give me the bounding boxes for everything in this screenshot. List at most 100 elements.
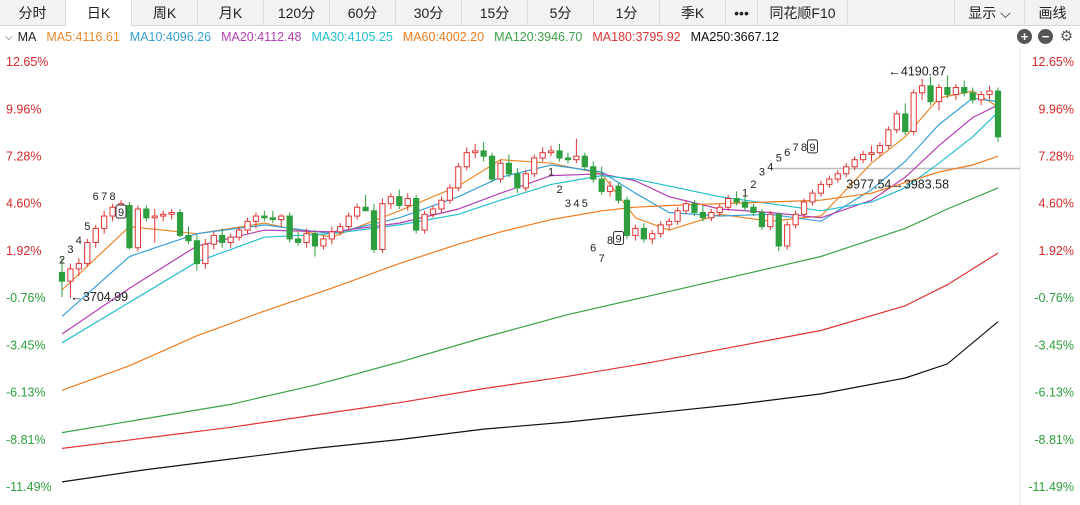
candle-body xyxy=(126,204,133,249)
draw-line-button[interactable]: 画线 xyxy=(1024,0,1080,26)
candle-body xyxy=(244,220,251,231)
candle-body xyxy=(168,212,175,215)
td-sequence-label: 8 xyxy=(110,191,116,203)
kline-chart[interactable]: 12.65% 12.65% 9.96% 9.96% 7.28% 7.28% 4.60% 4.6… xyxy=(0,48,1080,505)
td-sequence-label: 5 xyxy=(776,152,782,164)
candle-body xyxy=(547,150,555,154)
candle-body xyxy=(935,87,943,103)
ma-title[interactable]: MA xyxy=(17,30,37,44)
candle-body xyxy=(834,173,841,180)
candle-body xyxy=(514,173,521,189)
candle-body xyxy=(969,92,976,101)
candle-body xyxy=(303,233,310,243)
td-sequence-label: 6 xyxy=(93,191,99,203)
candle-body xyxy=(455,166,462,189)
period-toolbar: 分时 日K 周K 月K 120分 60分 30分 15分 5分 1分 季K ••• 同花顺F10 显示 … xyxy=(0,0,1080,26)
candle-body xyxy=(581,155,588,168)
candle-body xyxy=(851,159,858,168)
candle-body xyxy=(590,166,597,180)
y-tick-label-right: 12.65% xyxy=(1032,55,1074,69)
period-tabs: 分时 日K 周K 月K 120分 60分 30分 15分 5分 1分 季K ••• 同花顺F10 xyxy=(0,0,848,26)
candle-body xyxy=(775,213,782,247)
tab-1[interactable]: 日K xyxy=(66,0,132,26)
chevron-down-icon[interactable]: ⌵ xyxy=(5,31,13,43)
candle-body xyxy=(944,87,951,96)
display-dropdown[interactable]: 显示 ⌵ xyxy=(954,0,1024,26)
candle-body xyxy=(623,199,631,236)
tab-11[interactable]: ••• xyxy=(726,0,758,26)
candle-body xyxy=(784,224,791,247)
ma-legend-item: MA60:4002.20 xyxy=(402,30,485,44)
y-tick-label-left: 7.28% xyxy=(6,150,41,164)
td-box xyxy=(806,139,818,154)
candle-body xyxy=(750,206,757,214)
candle-body xyxy=(278,215,285,221)
ma-bar-icons: + − ⚙ xyxy=(1017,29,1074,44)
candle-body xyxy=(58,271,66,282)
td-sequence-label: 1 xyxy=(742,188,748,200)
candle-body xyxy=(176,212,184,236)
tab-7[interactable]: 15分 xyxy=(462,0,528,26)
candle-body xyxy=(387,196,394,205)
candle-body xyxy=(927,85,934,103)
ma-legend-item: MA30:4105.25 xyxy=(311,30,393,44)
candle-body xyxy=(404,197,411,206)
candle-body xyxy=(252,215,260,222)
gear-icon[interactable]: ⚙ xyxy=(1059,28,1074,45)
candle-body xyxy=(994,90,1002,138)
tab-2[interactable]: 周K xyxy=(132,0,198,26)
tab-9[interactable]: 1分 xyxy=(594,0,660,26)
candle-body xyxy=(67,268,74,282)
td-sequence-label: 2 xyxy=(556,184,562,196)
candle-body xyxy=(235,229,243,238)
ma-line-ma10 xyxy=(61,97,999,317)
y-tick-label-left: -6.13% xyxy=(6,386,46,400)
tab-3[interactable]: 月K xyxy=(198,0,264,26)
y-tick-label-left: -0.76% xyxy=(6,291,46,305)
y-tick-label-right: 9.96% xyxy=(1039,102,1074,116)
candle-body xyxy=(488,155,496,180)
candle-body xyxy=(640,227,647,240)
td-sequence-label: 9 xyxy=(615,233,621,245)
tab-5[interactable]: 60分 xyxy=(330,0,396,26)
y-tick-label-right: -8.81% xyxy=(1034,433,1074,447)
candle-body xyxy=(792,213,799,226)
tab-12[interactable]: 同花顺F10 xyxy=(758,0,848,26)
chevron-down-icon: ⌵ xyxy=(996,5,1011,21)
td-sequence-label: 4 xyxy=(767,161,773,173)
ma-items: MA5:4116.61 MA10:4096.26 MA20:4112.48 MA30:… xyxy=(46,30,789,44)
tab-6[interactable]: 30分 xyxy=(396,0,462,26)
candle-body xyxy=(472,150,479,154)
candle-body xyxy=(564,157,572,161)
candle-body xyxy=(767,213,774,228)
candle-body xyxy=(910,92,917,133)
candle-body xyxy=(556,150,563,159)
td-sequence-label: 7 xyxy=(599,253,605,265)
y-tick-label-right: -6.13% xyxy=(1034,386,1074,400)
y-tick-label-left: 1.92% xyxy=(6,244,41,258)
tab-8[interactable]: 5分 xyxy=(528,0,594,26)
price-annotation: ←4190.87 xyxy=(888,65,946,79)
ma-legend-bar: ⌵ MA MA5:4116.61 MA10:4096.26 MA20:4112.48… xyxy=(0,27,1080,47)
tab-10[interactable]: 季K xyxy=(660,0,726,26)
td-sequence-label: 3 xyxy=(67,244,73,256)
candle-body xyxy=(219,234,226,243)
candle-body xyxy=(92,227,99,243)
minus-circle-icon[interactable]: − xyxy=(1038,29,1053,44)
ma-line-ma20 xyxy=(61,104,999,335)
candle-body xyxy=(193,240,201,265)
plus-circle-icon[interactable]: + xyxy=(1017,29,1032,44)
y-tick-label-left: -11.49% xyxy=(6,480,52,494)
tab-0[interactable]: 分时 xyxy=(0,0,66,26)
td-sequence-label: 3 xyxy=(565,198,571,210)
y-tick-label-left: 12.65% xyxy=(6,55,48,69)
ma-line-ma180 xyxy=(61,252,999,449)
candle-body xyxy=(286,215,293,240)
candle-body xyxy=(261,215,268,219)
tab-4[interactable]: 120分 xyxy=(264,0,330,26)
candle-body xyxy=(918,85,926,94)
candle-body xyxy=(573,155,580,161)
candle-body xyxy=(800,201,808,215)
candle-body xyxy=(143,208,150,219)
candle-body xyxy=(421,213,428,231)
